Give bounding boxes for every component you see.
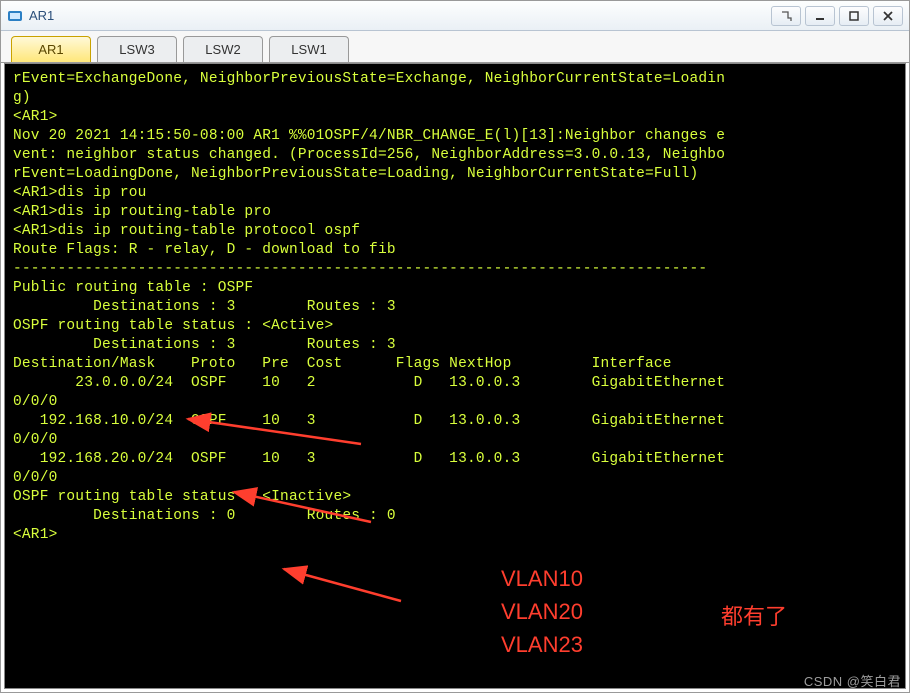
terminal-line: <AR1> [13, 526, 897, 545]
annotation-text: 都有了 [721, 599, 787, 631]
terminal-output[interactable]: rEvent=ExchangeDone, NeighborPreviousSta… [4, 63, 906, 689]
window-title: AR1 [29, 8, 771, 23]
tab-lsw1[interactable]: LSW1 [269, 36, 349, 62]
tab-label: LSW3 [119, 42, 154, 57]
annotation-text: VLAN23 [501, 632, 583, 658]
window-minimize-button[interactable] [805, 6, 835, 26]
window-titlebar: AR1 [1, 1, 909, 31]
annotation-text: VLAN20 [501, 599, 583, 625]
tab-label: LSW1 [291, 42, 326, 57]
terminal-line: rEvent=LoadingDone, NeighborPreviousStat… [13, 165, 897, 184]
app-icon [7, 8, 23, 24]
tab-ar1[interactable]: AR1 [11, 36, 91, 62]
tab-lsw3[interactable]: LSW3 [97, 36, 177, 62]
terminal-line: Destinations : 3 Routes : 3 [13, 336, 897, 355]
terminal-line: g) [13, 89, 897, 108]
terminal-line: rEvent=ExchangeDone, NeighborPreviousSta… [13, 70, 897, 89]
terminal-line: 0/0/0 [13, 469, 897, 488]
terminal-line: <AR1>dis ip routing-table protocol ospf [13, 222, 897, 241]
window-pin-button[interactable] [771, 6, 801, 26]
terminal-line: vent: neighbor status changed. (ProcessI… [13, 146, 897, 165]
annotation-text: VLAN10 [501, 566, 583, 592]
terminal-line: <AR1>dis ip routing-table pro [13, 203, 897, 222]
terminal-line: Route Flags: R - relay, D - download to … [13, 241, 897, 260]
tab-label: LSW2 [205, 42, 240, 57]
terminal-line: ----------------------------------------… [13, 260, 897, 279]
watermark: CSDN @笑白君 [804, 671, 901, 690]
terminal-line: OSPF routing table status : <Active> [13, 317, 897, 336]
window-maximize-button[interactable] [839, 6, 869, 26]
terminal-line: 192.168.20.0/24 OSPF 10 3 D 13.0.0.3 Gig… [13, 450, 897, 469]
terminal-line: <AR1> [13, 108, 897, 127]
window-close-button[interactable] [873, 6, 903, 26]
terminal-line: <AR1>dis ip rou [13, 184, 897, 203]
terminal-line: Public routing table : OSPF [13, 279, 897, 298]
tab-label: AR1 [38, 42, 63, 57]
window-controls [771, 6, 903, 26]
terminal-line: Nov 20 2021 14:15:50-08:00 AR1 %%01OSPF/… [13, 127, 897, 146]
terminal-line: OSPF routing table status : <Inactive> [13, 488, 897, 507]
terminal-line: 0/0/0 [13, 431, 897, 450]
terminal-line: Destinations : 3 Routes : 3 [13, 298, 897, 317]
terminal-line: 23.0.0.0/24 OSPF 10 2 D 13.0.0.3 Gigabit… [13, 374, 897, 393]
terminal-line: Destinations : 0 Routes : 0 [13, 507, 897, 526]
tab-bar: AR1 LSW3 LSW2 LSW1 [1, 31, 909, 63]
tab-lsw2[interactable]: LSW2 [183, 36, 263, 62]
terminal-line: 0/0/0 [13, 393, 897, 412]
terminal-line: Destination/Mask Proto Pre Cost Flags Ne… [13, 355, 897, 374]
terminal-line: 192.168.10.0/24 OSPF 10 3 D 13.0.0.3 Gig… [13, 412, 897, 431]
